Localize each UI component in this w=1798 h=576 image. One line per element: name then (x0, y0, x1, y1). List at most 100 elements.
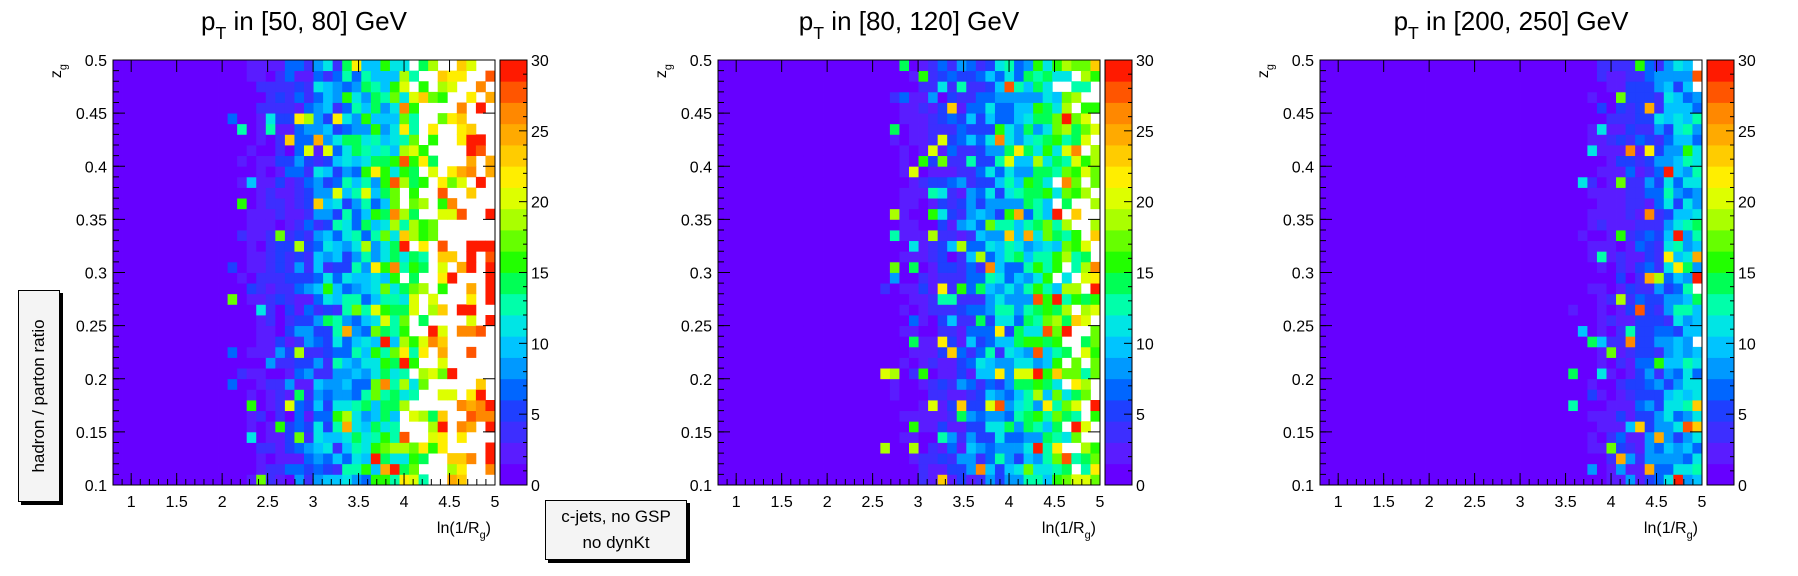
heatmap-cell (227, 336, 238, 348)
heatmap-cell (1023, 70, 1034, 82)
heatmap-cell (284, 400, 295, 412)
heatmap-cell (966, 219, 977, 231)
heatmap-cell (1386, 240, 1397, 252)
heatmap-cell (265, 134, 276, 146)
heatmap-cell (1511, 283, 1521, 295)
heatmap-cell (1042, 91, 1053, 103)
heatmap-cell (1663, 325, 1674, 337)
heatmap-cell (1071, 123, 1082, 135)
heatmap-cell (803, 123, 814, 135)
heatmap-cell (1023, 145, 1034, 157)
heatmap-cell (880, 272, 891, 284)
heatmap-cell (1061, 400, 1072, 412)
heatmap-cell (918, 145, 929, 157)
heatmap-cell (813, 187, 824, 199)
heatmap-cell (361, 261, 372, 273)
heatmap-cell (727, 240, 738, 252)
heatmap-cell (361, 60, 372, 72)
heatmap-cell (1004, 113, 1015, 125)
heatmap-cell (909, 219, 919, 231)
heatmap-cell (1644, 155, 1655, 167)
heatmap-cell (485, 463, 496, 475)
heatmap-cell (1386, 315, 1397, 327)
heatmap-cell (1682, 421, 1693, 433)
heatmap-cell (218, 102, 228, 114)
heatmap-cell (113, 453, 123, 465)
heatmap-cell (1673, 91, 1684, 103)
heatmap-cell (1530, 315, 1541, 327)
heatmap-cell (1367, 145, 1378, 157)
heatmap-cell (1329, 293, 1340, 305)
heatmap-cell (198, 70, 209, 82)
heatmap-cell (218, 208, 228, 220)
color-bar-band (1105, 442, 1132, 465)
heatmap-cell (227, 283, 238, 295)
heatmap-cell (1004, 123, 1015, 135)
heatmap-cell (1625, 378, 1636, 390)
heatmap-cell (1014, 145, 1024, 157)
heatmap-cell (1463, 325, 1474, 337)
heatmap-cell (208, 251, 219, 263)
heatmap-cell (160, 474, 171, 486)
heatmap-cell (1090, 304, 1101, 316)
heatmap-cell (975, 187, 986, 199)
heatmap-cell (985, 378, 996, 390)
heatmap-cell (928, 166, 939, 178)
heatmap-cell (1339, 357, 1350, 369)
heatmap-cell (1616, 102, 1626, 114)
heatmap-cell (275, 453, 286, 465)
heatmap-cell (1042, 134, 1053, 146)
heatmap-cell (1042, 325, 1053, 337)
heatmap-cell (304, 378, 314, 390)
heatmap-cell (1682, 336, 1693, 348)
heatmap-cell (1625, 474, 1636, 486)
heatmap-cell (304, 166, 314, 178)
heatmap-cell (332, 176, 343, 188)
heatmap-cell (1654, 325, 1665, 337)
heatmap-cell (1339, 293, 1350, 305)
heatmap-cell (361, 81, 372, 93)
heatmap-cell (775, 166, 786, 178)
heatmap-cell (361, 198, 372, 210)
heatmap-cell (1329, 176, 1340, 188)
heatmap-cell (823, 431, 833, 443)
heatmap-cell (1644, 198, 1655, 210)
heatmap-cell (1004, 357, 1015, 369)
heatmap-cell (370, 134, 381, 146)
heatmap-cell (966, 325, 977, 337)
heatmap-cell (1568, 261, 1579, 273)
heatmap-cell (1549, 453, 1560, 465)
heatmap-cell (784, 251, 795, 263)
heatmap-cell (1386, 400, 1397, 412)
heatmap-cell (361, 134, 372, 146)
heatmap-cell (198, 431, 209, 443)
heatmap-cell (1616, 325, 1626, 337)
heatmap-cell (1071, 283, 1082, 295)
heatmap-cell (1453, 60, 1464, 72)
heatmap-cell (1396, 230, 1407, 242)
heatmap-cell (756, 453, 767, 465)
heatmap-cell (889, 474, 900, 486)
heatmap-cell (1004, 378, 1015, 390)
heatmap-cell (189, 134, 200, 146)
heatmap-cell (775, 378, 786, 390)
heatmap-cell (265, 389, 276, 401)
heatmap-cell (1444, 378, 1455, 390)
heatmap-cell (1367, 389, 1378, 401)
heatmap-cell (918, 251, 929, 263)
color-bar-band (500, 145, 527, 167)
heatmap-cell (1444, 283, 1455, 295)
heatmap-cell (1348, 219, 1359, 231)
heatmap-cell (389, 336, 400, 348)
heatmap-cell (918, 272, 929, 284)
heatmap-cell (813, 346, 824, 358)
heatmap-cell (1596, 240, 1607, 252)
heatmap-cell (909, 70, 919, 82)
heatmap-cell (1587, 81, 1598, 93)
heatmap-cell (1071, 410, 1082, 422)
heatmap-cell (956, 315, 967, 327)
heatmap-cell (928, 155, 939, 167)
x-tick-label: 1.5 (166, 494, 188, 511)
heatmap-cell (284, 240, 295, 252)
heatmap-cell (994, 442, 1005, 454)
